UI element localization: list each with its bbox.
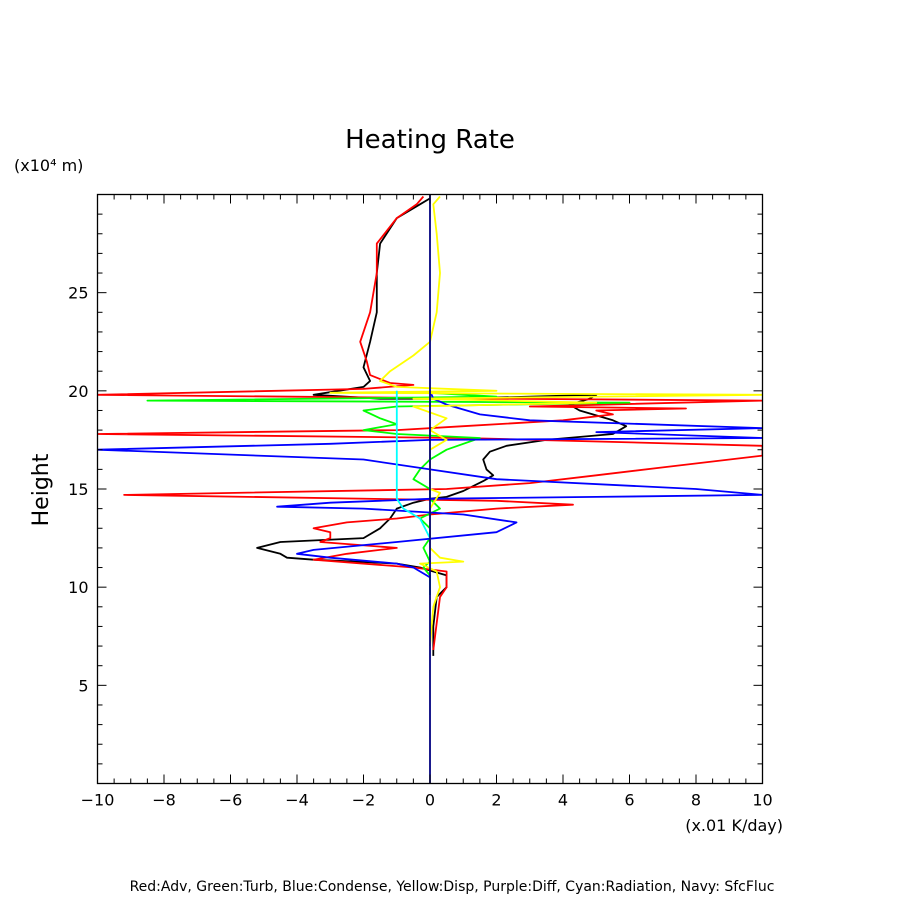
series-red-adv (97, 195, 763, 651)
y-tick-label: 15 (68, 480, 88, 499)
x-tick-label: −10 (81, 791, 115, 810)
x-tick-label: 6 (624, 791, 634, 810)
series-blue-condense (97, 390, 763, 579)
x-unit-label: (x.01 K/day) (685, 816, 783, 835)
y-unit-label: (x10⁴ m) (14, 156, 83, 175)
y-tick-label: 10 (68, 578, 88, 597)
series-cyan-radiation (395, 390, 431, 539)
y-tick-label: 20 (68, 382, 88, 401)
ticks-layer (97, 194, 763, 784)
series-green-turb (146, 391, 631, 595)
x-tick-label: −6 (219, 791, 243, 810)
x-tick-label: 8 (691, 791, 701, 810)
x-tick-label: 10 (752, 791, 772, 810)
legend-text: Red:Adv, Green:Turb, Blue:Condense, Yell… (130, 879, 775, 895)
x-tick-label: 4 (558, 791, 568, 810)
y-tick-label: 5 (78, 676, 88, 695)
tick-labels-layer: −10 −8 −6 −4 −2 0 2 4 6 8 10 5 10 15 20 25 (68, 284, 773, 810)
series-layer (97, 194, 763, 784)
x-tick-label: −4 (285, 791, 309, 810)
x-tick-label: 2 (491, 791, 501, 810)
y-tick-label: 25 (68, 284, 88, 303)
x-tick-label: −2 (352, 791, 376, 810)
chart-title: Heating Rate (345, 125, 515, 155)
y-axis-label: Height (29, 453, 54, 526)
plot-frame (96, 193, 764, 785)
x-tick-label: −8 (152, 791, 176, 810)
x-tick-label: 0 (425, 791, 435, 810)
